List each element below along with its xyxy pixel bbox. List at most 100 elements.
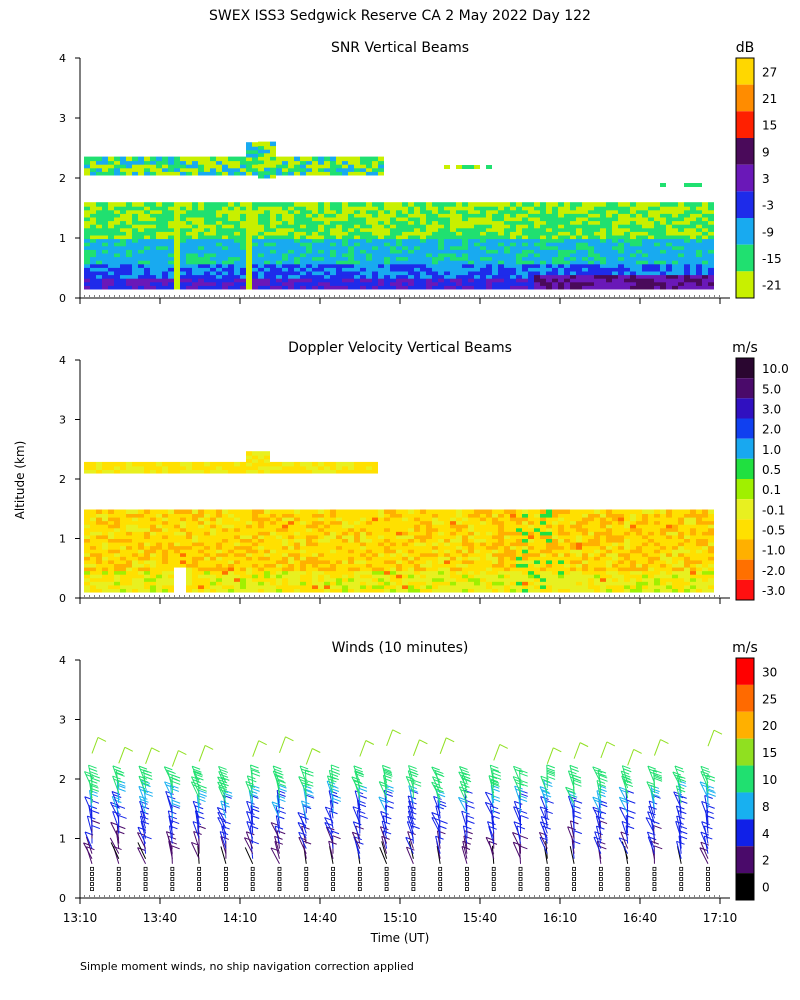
doppler-cell [126, 469, 132, 474]
doppler-cell [348, 523, 354, 529]
snr-cell [234, 227, 240, 232]
snr-cell [222, 281, 228, 286]
snr-cell [264, 238, 270, 243]
snr-cell [636, 216, 642, 222]
doppler-cell [90, 563, 96, 568]
snr-cell [510, 234, 516, 240]
colorbar-swatch [736, 138, 754, 165]
snr-cell [144, 216, 150, 222]
snr-cell [288, 263, 294, 268]
snr-cell [630, 285, 636, 290]
doppler-cell [264, 527, 270, 532]
snr-cell [468, 231, 474, 236]
doppler-cell [516, 573, 522, 579]
snr-cell [468, 234, 474, 240]
doppler-cell [504, 577, 510, 582]
doppler-cell [570, 570, 576, 575]
snr-cell [156, 249, 162, 254]
doppler-cell [246, 552, 252, 557]
snr-cell [270, 152, 276, 157]
doppler-cell [252, 465, 258, 470]
snr-cell [372, 163, 378, 169]
snr-cell [618, 270, 624, 276]
snr-cell [234, 202, 240, 207]
snr-cell [696, 231, 702, 236]
snr-cell [474, 267, 480, 272]
snr-cell [126, 209, 132, 214]
snr-cell [480, 202, 486, 207]
snr-cell [588, 270, 594, 276]
snr-cell [600, 234, 606, 240]
snr-cell [114, 227, 120, 232]
snr-cell [600, 231, 606, 236]
snr-cell [276, 205, 282, 211]
doppler-cell [126, 534, 132, 539]
snr-cell [450, 263, 456, 268]
snr-cell [666, 263, 672, 268]
doppler-cell [600, 559, 606, 564]
doppler-cell [552, 584, 558, 589]
snr-cell [312, 281, 318, 286]
doppler-cell [462, 538, 468, 543]
snr-cell [456, 213, 462, 218]
doppler-cell [318, 577, 324, 582]
doppler-cell [330, 541, 336, 547]
doppler-cell [366, 538, 372, 543]
doppler-cell [126, 566, 132, 572]
snr-cell [96, 167, 102, 172]
doppler-cell [288, 465, 294, 470]
doppler-cell [498, 513, 504, 518]
doppler-cell [294, 509, 300, 515]
doppler-cell [228, 469, 234, 474]
snr-cell [180, 220, 186, 225]
snr-cell [264, 281, 270, 286]
snr-cell [102, 238, 108, 243]
snr-cell [420, 270, 426, 276]
snr-cell [360, 209, 366, 214]
doppler-cell [264, 509, 270, 515]
snr-cell [186, 256, 192, 261]
snr-cell [546, 281, 552, 286]
snr-cell [252, 238, 258, 243]
snr-cell [456, 277, 462, 283]
doppler-cell [564, 548, 570, 554]
doppler-cell [444, 580, 450, 586]
doppler-cell [108, 563, 114, 568]
doppler-cell [534, 580, 540, 586]
doppler-cell [432, 527, 438, 532]
doppler-cell [324, 530, 330, 536]
snr-cell [498, 216, 504, 222]
doppler-cell [486, 577, 492, 582]
snr-cell [360, 249, 366, 254]
doppler-cell [456, 516, 462, 522]
doppler-cell [192, 513, 198, 518]
doppler-cell [342, 580, 348, 586]
doppler-cell [300, 513, 306, 518]
doppler-cell [342, 584, 348, 589]
snr-cell [438, 259, 444, 265]
snr-cell [288, 167, 294, 172]
snr-cell [390, 245, 396, 250]
snr-cell [684, 216, 690, 222]
snr-cell [468, 277, 474, 283]
snr-cell [198, 220, 204, 225]
snr-cell [288, 223, 294, 229]
doppler-cell [486, 552, 492, 557]
doppler-cell [396, 530, 402, 536]
doppler-cell [594, 580, 600, 586]
snr-cell [450, 256, 456, 261]
snr-cell [384, 245, 390, 250]
doppler-cell [564, 552, 570, 557]
snr-cell [84, 281, 90, 286]
doppler-cell [168, 570, 174, 575]
doppler-cell [168, 573, 174, 579]
snr-cell [354, 163, 360, 169]
doppler-panel: Doppler Velocity Vertical Beams01234m/s1… [59, 340, 789, 605]
doppler-cell [180, 548, 186, 554]
doppler-cell [432, 588, 438, 593]
doppler-cell [102, 577, 108, 582]
doppler-cell [408, 570, 414, 575]
doppler-cell [96, 520, 102, 525]
doppler-cell [414, 509, 420, 515]
snr-cell [408, 231, 414, 236]
